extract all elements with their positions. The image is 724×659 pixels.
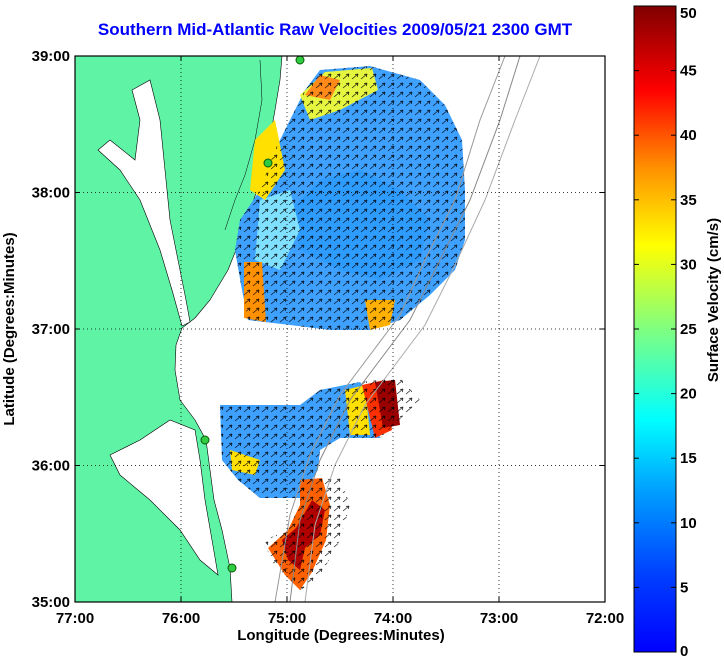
radar-station xyxy=(263,158,273,168)
map-title: Southern Mid-Atlantic Raw Velocities 200… xyxy=(97,20,573,39)
colorbar-tick-label: 15 xyxy=(680,450,697,467)
x-tick-label: 75:00 xyxy=(268,610,306,627)
colorbar-tick-label: 40 xyxy=(680,127,697,144)
x-tick-label: 77:00 xyxy=(56,610,94,627)
colorbar-label: Surface Velocity (cm/s) xyxy=(705,218,722,382)
radar-station xyxy=(295,56,305,65)
colorbar xyxy=(633,5,677,653)
colorbar-tick-label: 50 xyxy=(680,5,697,22)
x-tick-label: 76:00 xyxy=(162,610,200,627)
colorbar-tick-label: 0 xyxy=(680,643,688,659)
y-axis: 39:00 38:00 37:00 36:00 35:00 xyxy=(32,48,605,611)
colorbar-tick-label: 30 xyxy=(680,256,697,273)
bay-water xyxy=(97,79,191,327)
radar-station xyxy=(200,435,210,445)
y-tick-label: 35:00 xyxy=(32,594,70,611)
sound-water xyxy=(109,419,219,576)
colorbar-tick-label: 10 xyxy=(680,515,697,532)
x-axis-label: Longitude (Degrees:Minutes) xyxy=(237,627,445,644)
y-tick-label: 38:00 xyxy=(32,185,70,202)
y-tick-label: 37:00 xyxy=(32,321,70,338)
colorbar-tick-label: 20 xyxy=(680,386,697,403)
x-axis: 77:00 76:00 75:00 74:00 73:00 72:00 xyxy=(56,56,624,627)
x-tick-label: 74:00 xyxy=(374,610,412,627)
colorbar-tick-label: 35 xyxy=(680,192,697,209)
x-tick-label: 73:00 xyxy=(480,610,518,627)
y-tick-label: 36:00 xyxy=(32,458,70,475)
colorbar-tick-label: 5 xyxy=(680,579,688,596)
colorbar-tick-label: 25 xyxy=(680,321,697,338)
radar-station xyxy=(227,563,237,573)
y-axis-label: Latitude (Degrees:Minutes) xyxy=(1,232,18,425)
y-tick-label: 39:00 xyxy=(32,48,70,65)
colorbar-tick-label: 45 xyxy=(680,63,697,80)
x-tick-label: 72:00 xyxy=(586,610,624,627)
